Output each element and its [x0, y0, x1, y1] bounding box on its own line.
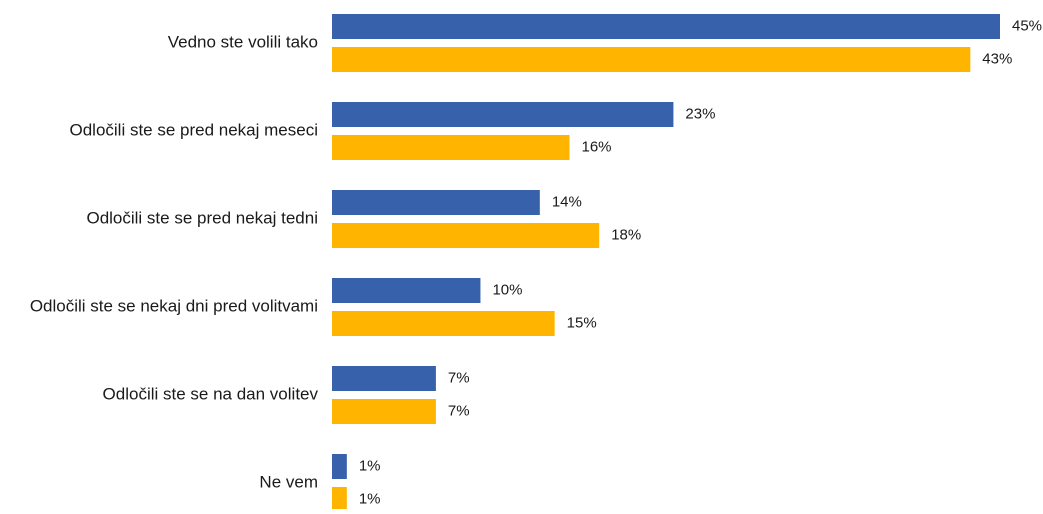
category-label-vedno-ste-volili-tako: Vedno ste volili tako	[168, 32, 318, 51]
bar-series-2-odlocili-ste-se-pred-nekaj-meseci	[332, 135, 570, 160]
bar-series-2-odlocili-ste-se-pred-nekaj-tedni	[332, 223, 600, 248]
value-labels: 45%43% 23% 16% 14% 18% 10% 15% 7% 7% 1% 1%	[359, 17, 1042, 507]
value-label-series-2-odlocili-ste-se-nekaj-dni-pred-volitvami: 15%	[567, 314, 597, 331]
category-label-odlocili-ste-se-pred-nekaj-meseci: Odločili ste se pred nekaj meseci	[69, 120, 318, 139]
category-label-odlocili-ste-se-na-dan-volitev: Odločili ste se na dan volitev	[103, 384, 319, 403]
value-label-series-1-vedno-ste-volili-tako: 45%	[1012, 17, 1042, 34]
bar-series-1-odlocili-ste-se-nekaj-dni-pred-volitvami	[332, 278, 481, 303]
bar-series-1-vedno-ste-volili-tako	[332, 14, 1000, 39]
value-label-series-2-ne-vem: 1%	[359, 490, 381, 507]
bars	[332, 14, 1000, 512]
bar-series-2-vedno-ste-volili-tako	[332, 47, 971, 72]
value-label-series-2-odlocili-ste-se-na-dan-volitev: 7%	[448, 402, 470, 419]
category-label-odlocili-ste-se-nekaj-dni-pred-volitvami: Odločili ste se nekaj dni pred volitvami	[30, 296, 318, 315]
value-label-series-1-odlocili-ste-se-na-dan-volitev: 7%	[448, 369, 470, 386]
bar-series-2-odlocili-ste-se-nekaj-dni-pred-volitvami	[332, 311, 555, 336]
value-label-series-1-odlocili-ste-se-pred-nekaj-tedni: 14%	[552, 193, 582, 210]
value-label-series-2-odlocili-ste-se-pred-nekaj-tedni: 18%	[611, 226, 641, 243]
value-label-series-2-vedno-ste-volili-tako: 43%	[982, 50, 1012, 67]
value-label-series-1-odlocili-ste-se-nekaj-dni-pred-volitvami: 10%	[492, 281, 522, 298]
bar-series-1-odlocili-ste-se-na-dan-volitev	[332, 366, 436, 391]
category-labels: Vedno ste volili tako Odločili ste se pre…	[30, 32, 319, 491]
bar-series-1-odlocili-ste-se-pred-nekaj-meseci	[332, 102, 674, 127]
bar-series-1-ne-vem	[332, 454, 347, 479]
category-label-odlocili-ste-se-pred-nekaj-tedni: Odločili ste se pred nekaj tedni	[86, 208, 318, 227]
category-label-ne-vem: Ne vem	[259, 472, 318, 491]
bar-series-1-odlocili-ste-se-pred-nekaj-tedni	[332, 190, 540, 215]
value-label-series-2-odlocili-ste-se-pred-nekaj-meseci: 16%	[582, 138, 612, 155]
bar-series-2-ne-vem	[332, 487, 347, 512]
value-label-series-1-ne-vem: 1%	[359, 457, 381, 474]
bar-series-2-odlocili-ste-se-na-dan-volitev	[332, 399, 436, 424]
value-label-series-1-odlocili-ste-se-pred-nekaj-meseci: 23%	[685, 105, 715, 122]
